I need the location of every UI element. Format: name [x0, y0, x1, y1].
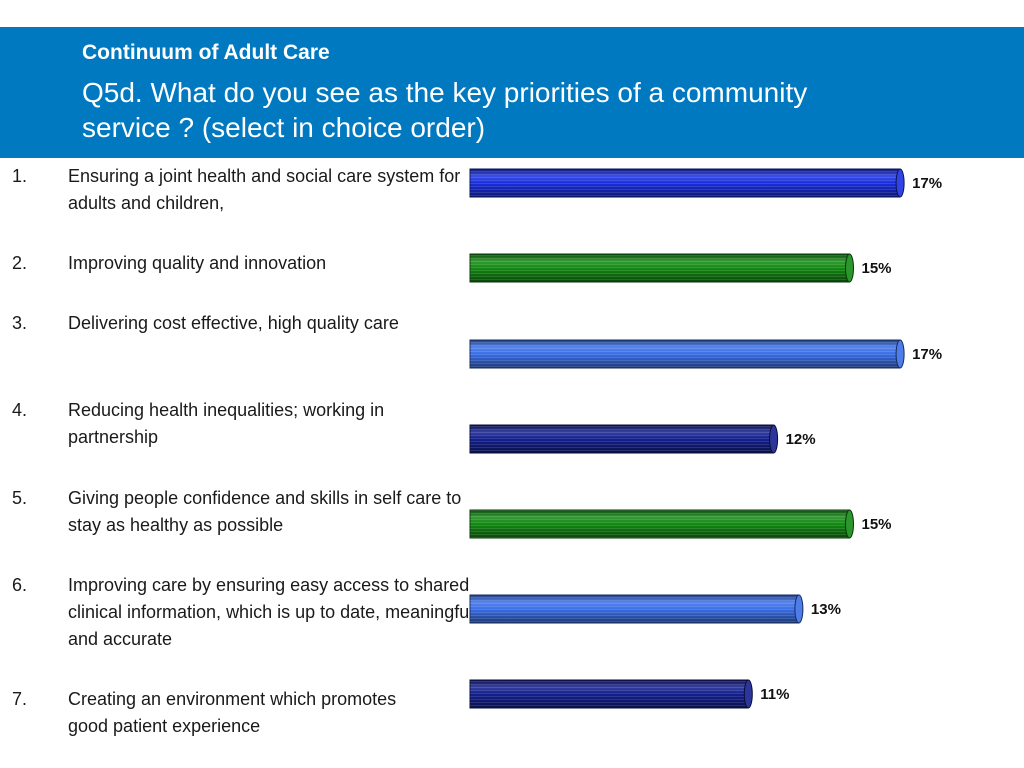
- item-number: 7.: [12, 689, 28, 709]
- bar-end-cap: [845, 253, 854, 283]
- bar-stripes: [470, 510, 850, 538]
- item-number: 2.: [12, 253, 28, 273]
- bar-end-cap: [769, 424, 779, 454]
- bar-end-cap: [794, 594, 804, 624]
- item-number: 1.: [12, 166, 28, 186]
- bar-stripes: [470, 340, 901, 368]
- item-number: 3.: [12, 313, 28, 333]
- bar-stripes: [470, 169, 901, 197]
- bar-stripes: [470, 254, 850, 282]
- data-label: 15%: [862, 516, 892, 533]
- item-number: 5.: [12, 488, 28, 508]
- bar-end-cap: [743, 679, 753, 709]
- item-number: 6.: [12, 575, 28, 595]
- data-label: 17%: [912, 346, 942, 363]
- item-label: Reducing health inequalities; working in…: [68, 400, 385, 447]
- data-label: 15%: [862, 260, 892, 277]
- data-label: 17%: [912, 175, 942, 192]
- page-title: Continuum of Adult Care: [82, 41, 330, 64]
- bars-group: 17% 15% 17% 12% 15% 13% 11%: [469, 168, 942, 709]
- bar-stripes: [470, 425, 774, 453]
- item-label: Improving care by ensuring easy access t…: [68, 575, 474, 649]
- item-label: Giving people confidence and skills in s…: [68, 488, 462, 535]
- bar-end-cap: [845, 509, 854, 539]
- bar-end-cap: [895, 339, 905, 369]
- page-subtitle: Q5d. What do you see as the key prioriti…: [82, 77, 808, 143]
- item-label: Delivering cost effective, high quality …: [68, 313, 399, 333]
- item-label: Improving quality and innovation: [68, 253, 327, 273]
- data-label: 11%: [760, 686, 789, 703]
- item-label: Ensuring a joint health and social care …: [68, 166, 461, 213]
- bar-end-cap: [895, 168, 905, 198]
- priority-list: 1. Ensuring a joint health and social ca…: [0, 0, 480, 768]
- bar-stripes: [470, 680, 749, 708]
- item-number: 4.: [12, 400, 28, 420]
- data-label: 13%: [811, 601, 841, 618]
- data-label: 12%: [786, 431, 816, 448]
- header-banner: [0, 27, 1024, 158]
- bar-stripes: [470, 595, 799, 623]
- item-label: Creating an environment which promotes g…: [68, 689, 397, 736]
